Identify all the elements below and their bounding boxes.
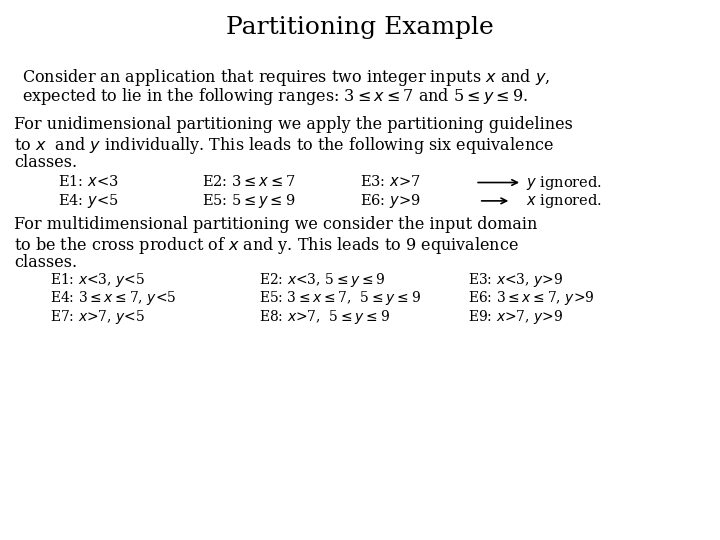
Text: E6: 3$\leq$$x$$\leq$7, $y$>9: E6: 3$\leq$$x$$\leq$7, $y$>9 <box>468 289 595 307</box>
Text: expected to lie in the following ranges: 3$\leq$$x$$\leq$7 and 5$\leq$$y$$\leq$9: expected to lie in the following ranges:… <box>22 86 528 107</box>
Text: classes.: classes. <box>14 154 78 171</box>
Text: E4: 3$\leq$$x$$\leq$7, $y$<5: E4: 3$\leq$$x$$\leq$7, $y$<5 <box>50 289 176 307</box>
Text: E6: $y$>9: E6: $y$>9 <box>360 192 420 210</box>
Text: E3: $x$>7: E3: $x$>7 <box>360 174 420 189</box>
Text: For multidimensional partitioning we consider the input domain: For multidimensional partitioning we con… <box>14 216 538 233</box>
Text: E1: $x$<3: E1: $x$<3 <box>58 174 118 189</box>
Text: E2: 3$\leq$$x$$\leq$7: E2: 3$\leq$$x$$\leq$7 <box>202 174 295 189</box>
Text: $y$ ignored.: $y$ ignored. <box>526 174 602 192</box>
Text: Partitioning Example: Partitioning Example <box>226 16 494 39</box>
Text: E8: $x$>7,  5$\leq$$y$$\leq$9: E8: $x$>7, 5$\leq$$y$$\leq$9 <box>259 308 390 326</box>
Text: E5: 3$\leq$$x$$\leq$7,  5$\leq$$y$$\leq$9: E5: 3$\leq$$x$$\leq$7, 5$\leq$$y$$\leq$9 <box>259 289 421 307</box>
Text: For unidimensional partitioning we apply the partitioning guidelines: For unidimensional partitioning we apply… <box>14 116 573 133</box>
Text: E7: $x$>7, $y$<5: E7: $x$>7, $y$<5 <box>50 308 145 326</box>
Text: E9: $x$>7, $y$>9: E9: $x$>7, $y$>9 <box>468 308 563 326</box>
Text: E5: 5$\leq$$y$$\leq$9: E5: 5$\leq$$y$$\leq$9 <box>202 192 295 210</box>
Text: E2: $x$<3, 5$\leq$$y$$\leq$9: E2: $x$<3, 5$\leq$$y$$\leq$9 <box>259 271 386 289</box>
Text: classes.: classes. <box>14 254 78 271</box>
Text: E1: $x$<3, $y$<5: E1: $x$<3, $y$<5 <box>50 271 145 289</box>
Text: $x$ ignored.: $x$ ignored. <box>526 192 602 210</box>
Text: Consider an application that requires two integer inputs $x$ and $y$,: Consider an application that requires tw… <box>22 68 550 89</box>
Text: E3: $x$<3, $y$>9: E3: $x$<3, $y$>9 <box>468 271 563 289</box>
Text: E4: $y$<5: E4: $y$<5 <box>58 192 118 210</box>
Text: to $x$  and $y$ individually. This leads to the following six equivalence: to $x$ and $y$ individually. This leads … <box>14 135 554 156</box>
Text: to be the cross product of $x$ and y. This leads to 9 equivalence: to be the cross product of $x$ and y. Th… <box>14 235 519 256</box>
